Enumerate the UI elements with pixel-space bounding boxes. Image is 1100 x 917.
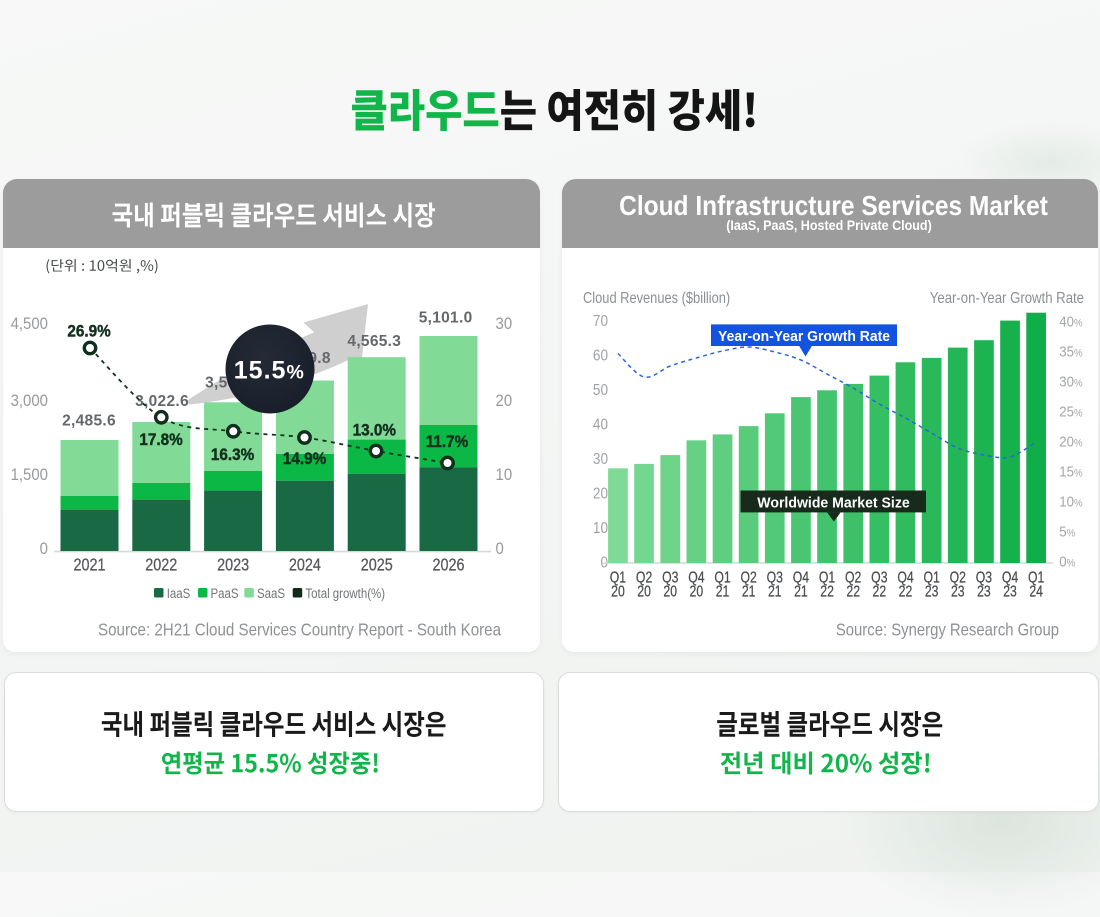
svg-text:20: 20 [593, 485, 608, 502]
svg-text:Cloud Revenues ($billion): Cloud Revenues ($billion) [583, 290, 730, 307]
svg-text:15.5%: 15.5% [234, 356, 305, 384]
svg-text:Source: 2H21 Cloud Services Co: Source: 2H21 Cloud Services Country Repo… [98, 621, 502, 640]
svg-text:13.0%: 13.0% [353, 421, 396, 440]
svg-text:Q3: Q3 [976, 568, 993, 586]
svg-text:Worldwide Market Size: Worldwide Market Size [757, 495, 909, 511]
svg-text:15%: 15% [1059, 462, 1082, 479]
svg-text:3,000: 3,000 [11, 392, 49, 410]
svg-text:30: 30 [593, 451, 608, 468]
svg-text:60: 60 [593, 348, 608, 365]
svg-text:11.7%: 11.7% [426, 432, 468, 451]
svg-text:Q3: Q3 [662, 568, 679, 586]
svg-text:30: 30 [496, 315, 513, 333]
svg-text:2,485.6: 2,485.6 [62, 412, 116, 429]
svg-text:20: 20 [663, 582, 677, 600]
svg-text:Q2: Q2 [950, 568, 967, 586]
svg-text:22: 22 [846, 582, 860, 600]
svg-text:22: 22 [820, 582, 834, 600]
svg-text:24: 24 [1029, 582, 1043, 600]
svg-text:Q4: Q4 [1002, 568, 1019, 586]
svg-text:Q3: Q3 [767, 568, 784, 586]
svg-text:3,022.6: 3,022.6 [135, 393, 189, 410]
svg-text:21: 21 [768, 582, 782, 600]
svg-text:Q1: Q1 [819, 568, 836, 586]
svg-text:Total growth(%): Total growth(%) [305, 586, 385, 601]
svg-text:Q2: Q2 [636, 568, 653, 586]
svg-text:2021: 2021 [73, 555, 105, 575]
svg-text:1,500: 1,500 [11, 466, 49, 484]
svg-text:Cloud Infrastructure Services: Cloud Infrastructure Services Market [619, 189, 1048, 221]
svg-text:4,500: 4,500 [11, 315, 49, 333]
svg-text:Q4: Q4 [793, 568, 810, 586]
svg-text:70: 70 [593, 313, 608, 330]
svg-text:Year-on-Year Growth Rate: Year-on-Year Growth Rate [930, 290, 1084, 307]
svg-text:10: 10 [593, 520, 608, 537]
svg-text:5,101.0: 5,101.0 [419, 309, 473, 326]
svg-text:10%: 10% [1059, 492, 1082, 509]
svg-text:Q2: Q2 [740, 568, 757, 586]
svg-text:(IaaS, PaaS, Hosted Private Cl: (IaaS, PaaS, Hosted Private Cloud) [726, 218, 932, 234]
svg-text:2025: 2025 [361, 555, 393, 575]
svg-text:PaaS: PaaS [211, 586, 239, 601]
svg-text:10: 10 [496, 466, 513, 484]
svg-text:21: 21 [742, 582, 756, 600]
svg-text:Q4: Q4 [897, 568, 914, 586]
svg-text:0: 0 [496, 540, 504, 558]
svg-text:0%: 0% [1059, 552, 1075, 569]
svg-text:Q2: Q2 [845, 568, 862, 586]
svg-text:23: 23 [951, 582, 965, 600]
svg-text:2023: 2023 [217, 555, 249, 575]
svg-text:Q4: Q4 [688, 568, 705, 586]
svg-text:50: 50 [593, 382, 608, 399]
svg-text:17.8%: 17.8% [139, 430, 182, 449]
svg-text:IaaS: IaaS [167, 586, 191, 601]
svg-text:35%: 35% [1059, 342, 1082, 359]
svg-text:20%: 20% [1059, 432, 1082, 449]
svg-text:40: 40 [593, 417, 608, 434]
svg-text:21: 21 [716, 582, 730, 600]
svg-text:Q1: Q1 [1028, 568, 1045, 586]
svg-text:16.3%: 16.3% [211, 445, 254, 464]
svg-text:23: 23 [977, 582, 991, 600]
svg-text:5%: 5% [1059, 522, 1075, 539]
svg-text:Q3: Q3 [871, 568, 888, 586]
svg-text:23: 23 [925, 582, 939, 600]
svg-text:20: 20 [690, 582, 704, 600]
svg-text:23: 23 [1003, 582, 1017, 600]
svg-text:40%: 40% [1059, 312, 1082, 329]
svg-text:22: 22 [899, 582, 913, 600]
svg-text:20: 20 [611, 582, 625, 600]
svg-text:14.9%: 14.9% [283, 449, 326, 468]
svg-text:26.9%: 26.9% [67, 322, 110, 341]
svg-text:2022: 2022 [145, 555, 177, 575]
svg-text:30%: 30% [1059, 372, 1082, 389]
svg-text:2024: 2024 [289, 555, 321, 575]
svg-text:SaaS: SaaS [257, 586, 285, 601]
svg-text:0: 0 [40, 540, 48, 558]
svg-text:Source: Synergy Research Group: Source: Synergy Research Group [836, 620, 1059, 639]
svg-text:21: 21 [794, 582, 808, 600]
svg-text:25%: 25% [1059, 402, 1082, 419]
svg-text:22: 22 [873, 582, 887, 600]
svg-text:Q1: Q1 [923, 568, 940, 586]
svg-text:4,565.3: 4,565.3 [347, 333, 401, 350]
svg-text:2026: 2026 [432, 555, 464, 575]
svg-text:20: 20 [637, 582, 651, 600]
svg-text:Q1: Q1 [714, 568, 731, 586]
svg-text:20: 20 [496, 392, 513, 410]
svg-text:Year-on-Year Growth Rate: Year-on-Year Growth Rate [718, 328, 890, 345]
svg-text:Q1: Q1 [610, 568, 627, 586]
